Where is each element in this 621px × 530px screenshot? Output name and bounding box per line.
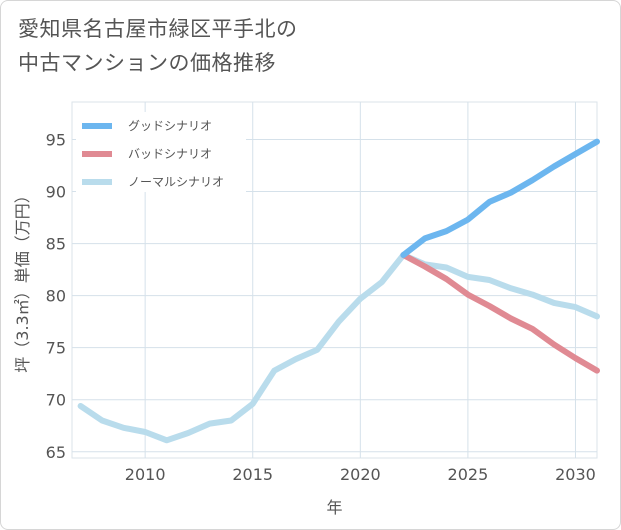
- series-line-bad: [400, 252, 600, 374]
- x-tick-label: 2030: [555, 465, 596, 484]
- tick-labels: 2010 2015 2020 2025 2030 65 70 75 80 85 90 95: [46, 130, 596, 484]
- title-line-2: 中古マンションの価格推移: [18, 51, 276, 75]
- legend-label: バッドシナリオ: [128, 147, 212, 161]
- plot-area: [71, 101, 598, 459]
- series-line-normal: [77, 252, 600, 444]
- legend-label: グッドシナリオ: [128, 119, 212, 133]
- y-tick-label: 85: [46, 235, 66, 254]
- y-tick-label: 90: [46, 183, 66, 202]
- title-line-1: 愛知県名古屋市緑区平手北の: [18, 17, 298, 41]
- x-tick-label: 2020: [340, 465, 381, 484]
- chart-title: 愛知県名古屋市緑区平手北の 中古マンションの価格推移: [18, 12, 578, 80]
- x-tick-label: 2025: [448, 465, 489, 484]
- legend-label: ノーマルシナリオ: [128, 175, 224, 189]
- y-tick-label: 80: [46, 287, 66, 306]
- x-tick-label: 2010: [125, 465, 166, 484]
- y-tick-label: 70: [46, 391, 66, 410]
- series-line-good: [400, 138, 600, 258]
- y-tick-label: 65: [46, 443, 66, 462]
- x-axis-label: 年: [326, 498, 342, 517]
- x-tick-label: 2015: [232, 465, 273, 484]
- y-axis-label: 坪（3.3㎡）単価（万円）: [13, 187, 32, 372]
- y-tick-label: 95: [46, 130, 66, 149]
- series-lines: [77, 138, 600, 444]
- y-tick-label: 75: [46, 339, 66, 358]
